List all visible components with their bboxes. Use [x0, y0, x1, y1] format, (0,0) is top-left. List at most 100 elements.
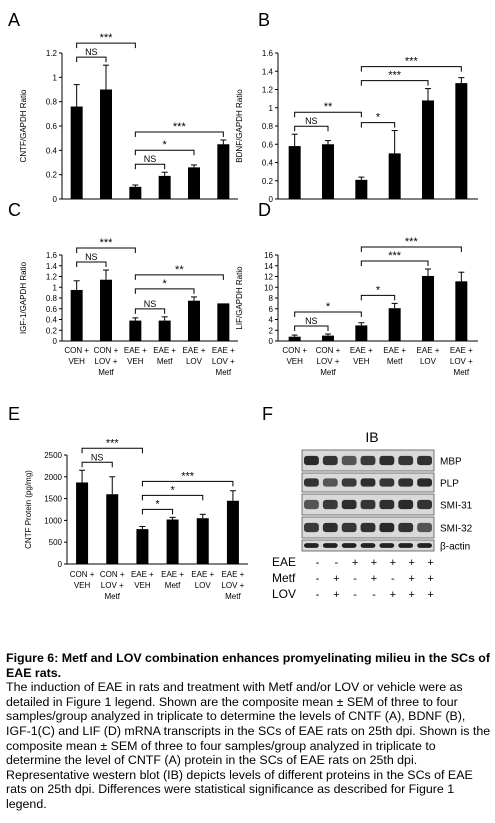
blot-band	[398, 478, 414, 487]
significance-bracket	[360, 260, 429, 266]
significance-label: NS	[305, 316, 318, 326]
blot-band	[322, 478, 338, 487]
condition-mark: +	[427, 589, 433, 601]
x-category-label: EAE +	[153, 346, 176, 355]
significance-bracket	[81, 461, 113, 468]
significance-bracket	[134, 288, 195, 294]
panel-letter-b: B	[258, 10, 270, 30]
y-tick-label: 8	[269, 294, 274, 303]
x-category-label: Metf	[320, 368, 336, 377]
blot-band	[360, 478, 376, 487]
bar	[188, 167, 200, 199]
significance-bracket	[141, 480, 234, 487]
significance-bracket	[134, 308, 166, 314]
y-tick-label: 0.2	[46, 326, 58, 335]
condition-mark: +	[352, 557, 358, 569]
bar	[422, 100, 434, 199]
significance-label: *	[376, 284, 381, 296]
condition-mark: -	[316, 589, 320, 601]
blot-band	[379, 455, 395, 466]
significance-bracket	[76, 42, 136, 49]
condition-mark: +	[408, 557, 414, 569]
x-category-label: VEH	[74, 581, 91, 590]
condition-mark: +	[427, 557, 433, 569]
significance-label: NS	[305, 116, 318, 126]
significance-bracket	[360, 294, 396, 301]
significance-bracket	[141, 508, 174, 515]
blot-band	[341, 522, 357, 533]
significance-label: *	[376, 112, 381, 124]
x-category-label: LOV +	[317, 357, 340, 366]
significance-bracket	[294, 125, 329, 132]
blot-band	[322, 499, 338, 510]
x-category-label: LOV +	[221, 581, 244, 590]
chart-panel-e: E 0 500 1000 1500 2000 2500 CNTF Protein (pg/mg…	[8, 404, 248, 601]
blot-band	[398, 543, 414, 548]
y-tick-label: 0	[269, 337, 274, 346]
western-blot-panel-f: F IB MBP PLP SMI-31 SMI-32 β-actin EAE - - + + + + + Me…	[262, 404, 473, 601]
bar	[217, 303, 230, 341]
x-category-label: LOV +	[101, 581, 124, 590]
x-category-label: EAE +	[221, 570, 244, 579]
blot-band	[341, 478, 357, 487]
condition-mark: +	[333, 589, 339, 601]
chart-panel-b: B 0 0.2 0.4 0.6 0.8 1 1.2 1.4 1.6 BDNF/GAPDH Ratio…	[235, 10, 478, 204]
blot-band	[360, 522, 376, 533]
protein-label: β-actin	[440, 542, 470, 553]
blot-band	[304, 499, 319, 510]
significance-label: NS	[144, 154, 157, 164]
x-category-label: Metf	[216, 368, 232, 377]
significance-label: ***	[173, 121, 187, 133]
y-tick-label: 500	[49, 538, 63, 547]
significance-bracket	[76, 261, 107, 268]
significance-bracket	[141, 494, 204, 501]
blot-band	[341, 455, 357, 466]
bar	[158, 175, 171, 199]
condition-mark: +	[390, 557, 396, 569]
significance-bracket	[76, 247, 136, 254]
y-tick-label: 6	[269, 305, 274, 314]
x-category-label: EAE +	[350, 346, 373, 355]
protein-label: SMI-31	[440, 501, 473, 512]
y-tick-label: 1	[53, 73, 58, 82]
y-axis-label: BDNF/GAPDH Ratio	[235, 89, 244, 163]
y-tick-label: 4	[269, 316, 274, 325]
blot-band	[379, 478, 395, 487]
significance-label: *	[163, 278, 168, 290]
x-category-label: Metf	[454, 368, 470, 377]
condition-mark: -	[353, 589, 357, 601]
x-category-label: VEH	[286, 357, 303, 366]
y-tick-label: 1.2	[46, 273, 58, 282]
y-tick-label: 0.6	[46, 122, 58, 131]
blot-band	[379, 499, 395, 510]
significance-bracket	[134, 131, 224, 137]
significance-bracket	[76, 56, 107, 63]
y-tick-label: 0.2	[262, 177, 274, 186]
bar	[70, 289, 83, 341]
significance-bracket	[294, 325, 329, 332]
y-tick-label: 1	[269, 104, 274, 113]
y-axis-label: LIF/GAPDH Ratio	[235, 266, 244, 330]
blot-band	[304, 522, 319, 533]
y-tick-label: 1.4	[46, 262, 58, 271]
bar	[106, 494, 119, 564]
condition-mark: +	[333, 573, 339, 585]
significance-label: ***	[181, 470, 195, 482]
x-category-label: VEH	[353, 357, 370, 366]
significance-label: NS	[91, 452, 104, 462]
bar	[158, 320, 171, 341]
blot-band	[304, 543, 319, 548]
condition-mark: +	[427, 573, 433, 585]
x-category-label: EAE +	[191, 570, 214, 579]
significance-label: *	[170, 484, 175, 496]
protein-label: PLP	[440, 479, 459, 490]
bar	[100, 279, 112, 341]
condition-mark: -	[372, 589, 376, 601]
panel-letter-e: E	[8, 404, 20, 424]
figure-caption: Figure 6: Metf and LOV combination enhan…	[6, 651, 491, 812]
panel-letter-f: F	[262, 404, 273, 424]
condition-label: LOV	[272, 587, 296, 601]
significance-label: **	[175, 264, 184, 276]
